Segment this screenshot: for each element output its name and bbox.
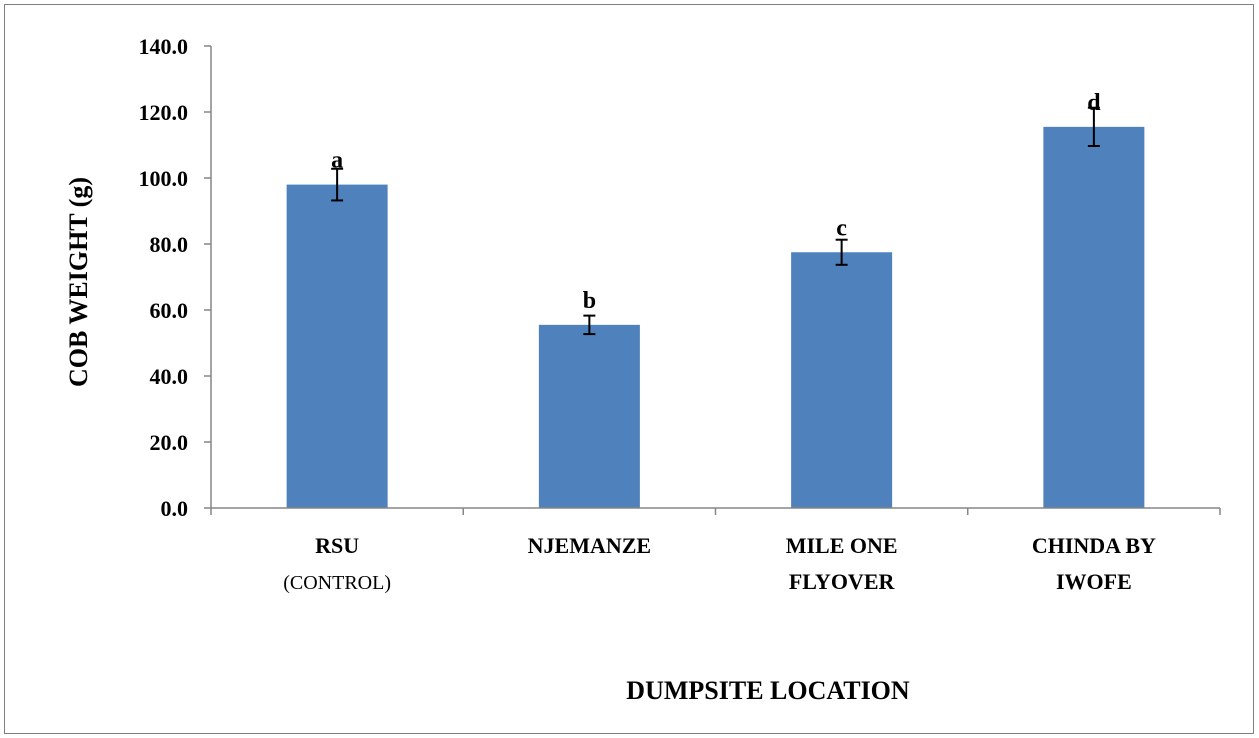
x-axis-ticks: RSU (CONTROL) NJEMANZE MILE ONE FLYOVER CHIND…: [210, 508, 1221, 594]
bars: [286, 126, 1145, 508]
y-tick-label: 20.0: [150, 430, 189, 455]
bar: [538, 324, 640, 508]
y-tick-label: 80.0: [150, 232, 189, 257]
data-label: c: [836, 215, 847, 241]
data-labels: a b c d: [331, 90, 1101, 314]
y-tick-label: 140.0: [139, 34, 189, 59]
y-tick-label: 100.0: [139, 166, 189, 191]
y-tick-label: 40.0: [150, 364, 189, 389]
x-tick-label: MILE ONE: [786, 533, 898, 558]
y-tick-label: 60.0: [150, 298, 189, 323]
x-tick-label: IWOFE: [1056, 569, 1132, 594]
x-tick-label: NJEMANZE: [528, 533, 651, 558]
bar: [1043, 126, 1145, 508]
data-label: d: [1087, 90, 1101, 116]
x-tick-label: CHINDA BY: [1032, 533, 1156, 558]
y-tick-label: 120.0: [139, 100, 189, 125]
x-tick-label: (CONTROL): [283, 572, 391, 594]
bar: [286, 184, 388, 508]
bar: [791, 252, 893, 508]
x-tick-label: RSU: [315, 533, 359, 558]
y-axis-title: COB WEIGHT (g): [64, 177, 93, 387]
y-tick-label: 0.0: [161, 496, 189, 521]
data-label: b: [583, 288, 596, 314]
x-axis-title: DUMPSITE LOCATION: [626, 676, 910, 705]
axes: [210, 46, 1220, 509]
y-axis-ticks: 0.0 20.0 40.0 60.0 80.0 100.0 120.0 140.0: [139, 34, 211, 521]
data-label: a: [331, 148, 343, 174]
error-bars: [331, 106, 1100, 336]
x-tick-label: FLYOVER: [789, 569, 896, 594]
chart-frame: [4, 4, 1254, 734]
